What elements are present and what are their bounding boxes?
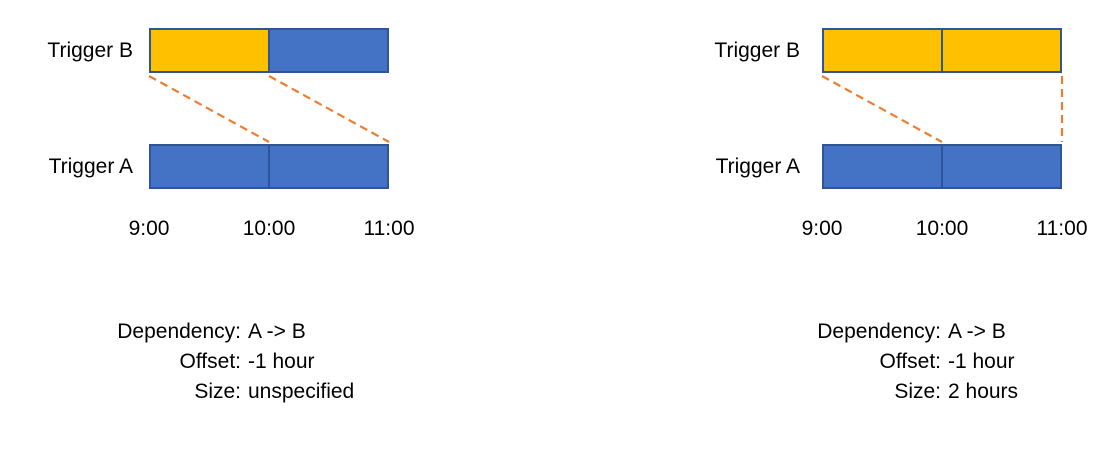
bar-segment [824, 146, 941, 187]
trigger-a-label: Trigger A [715, 155, 800, 178]
dependency-connector [821, 75, 943, 143]
bar-segment [941, 146, 1060, 187]
caption-value: A -> B [948, 320, 1006, 343]
bar-segment [268, 146, 387, 187]
caption-value: 2 hours [948, 380, 1019, 403]
trigger-b-bar [822, 28, 1062, 73]
caption-label: Dependency: [117, 320, 241, 343]
caption-value: unspecified [248, 380, 355, 403]
caption-label: Dependency: [817, 320, 941, 343]
caption-block: Dependency: A -> B Offset: -1 hour Size:… [51, 317, 354, 407]
time-tick: 11:00 [363, 217, 415, 240]
bar-segment [941, 30, 1060, 71]
bar-segment [151, 146, 268, 187]
caption-value: -1 hour [948, 350, 1015, 373]
trigger-a-bar [149, 144, 389, 189]
trigger-a-label: Trigger A [48, 155, 133, 178]
trigger-a-bar [822, 144, 1062, 189]
time-tick: 9:00 [801, 217, 843, 240]
bar-segment [268, 30, 387, 71]
bar-segment [151, 30, 268, 71]
caption-label: Offset: [179, 350, 241, 373]
bar-segment [824, 30, 941, 71]
caption-block: Dependency: A -> B Offset: -1 hour Size:… [751, 317, 1018, 407]
trigger-b-bar [149, 28, 389, 73]
time-tick: 11:00 [1036, 217, 1088, 240]
time-tick: 10:00 [915, 217, 969, 240]
caption-label: Size: [894, 380, 941, 403]
caption-label: Offset: [879, 350, 941, 373]
caption-value: -1 hour [248, 350, 315, 373]
time-tick: 10:00 [242, 217, 296, 240]
trigger-b-label: Trigger B [714, 39, 800, 62]
dependency-connector [148, 75, 270, 143]
dependency-connector [268, 75, 390, 143]
time-tick: 9:00 [128, 217, 170, 240]
caption-value: A -> B [248, 320, 306, 343]
trigger-b-label: Trigger B [47, 39, 133, 62]
caption-label: Size: [194, 380, 241, 403]
